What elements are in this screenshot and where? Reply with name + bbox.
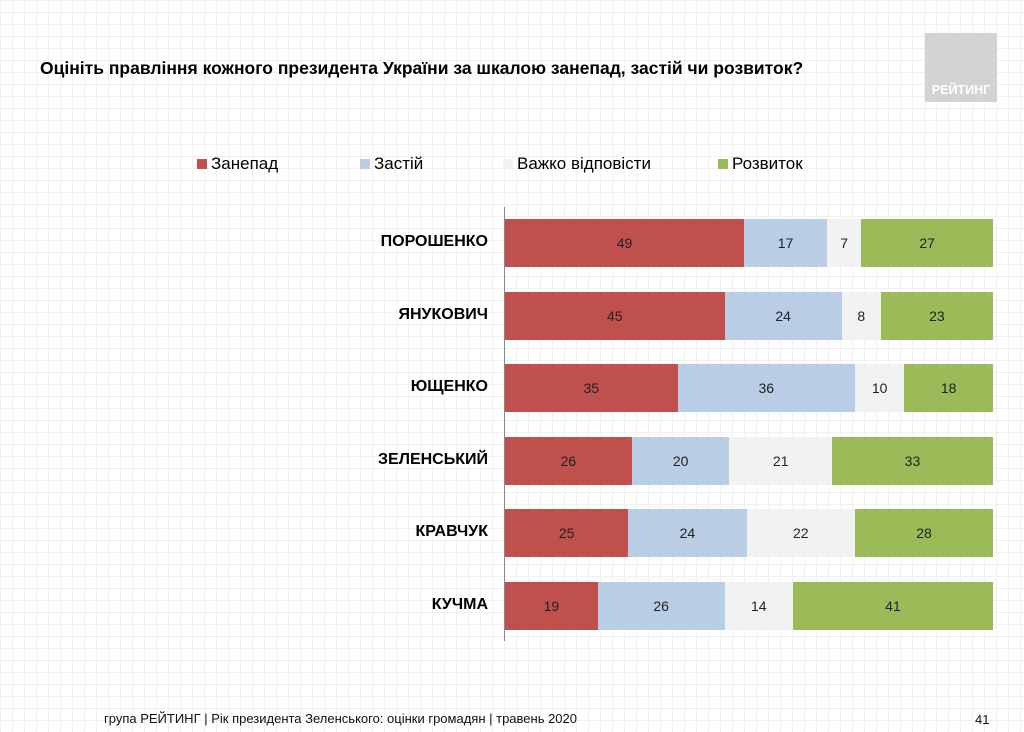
bar-segment: 19 [505, 581, 598, 630]
data-label: 22 [792, 525, 809, 541]
data-label: 18 [940, 380, 957, 396]
data-label: 23 [929, 307, 945, 324]
legend-item: Застій [360, 154, 423, 174]
data-label: 26 [560, 452, 577, 469]
bar-segment: 24 [628, 509, 747, 557]
logo-text: РЕЙТИНГ [931, 83, 991, 97]
rating-logo: РЕЙТИНГ [925, 33, 997, 102]
category-label: ЯНУКОВИЧ [398, 305, 488, 323]
bar-segment: 8 [841, 291, 881, 340]
data-label: 45 [607, 307, 623, 324]
data-label: 27 [919, 235, 935, 251]
page-number: 41 [975, 712, 990, 727]
data-label: 25 [558, 525, 575, 541]
legend-swatch [197, 159, 207, 169]
data-label: 49 [616, 235, 633, 251]
data-label: 14 [750, 597, 767, 614]
bar-segment: 17 [744, 219, 828, 267]
bar-segment: 27 [861, 219, 993, 267]
bar-segment: 18 [904, 364, 993, 412]
legend-item: Занепад [197, 154, 278, 174]
legend-swatch [503, 159, 513, 169]
chart-title: Оцініть правління кожного президента Укр… [40, 58, 804, 78]
bar-segment: 49 [505, 219, 745, 267]
bar-segment: 22 [746, 509, 855, 557]
legend-label: Застій [374, 154, 424, 173]
category-label: КРАВЧУК [415, 523, 489, 540]
data-label: 17 [777, 235, 794, 251]
legend-swatch [360, 159, 370, 169]
bar-segment: 26 [597, 581, 725, 630]
data-label: 20 [672, 452, 689, 469]
legend-label: Розвиток [732, 154, 803, 173]
data-label: 8 [857, 307, 866, 324]
bar-segment: 7 [827, 219, 862, 267]
data-label: 41 [885, 597, 901, 614]
bar-segment: 24 [724, 291, 842, 340]
bar-segment: 26 [505, 436, 632, 485]
bar-segment: 35 [505, 364, 678, 412]
bar-segment: 10 [854, 364, 905, 412]
footer: група РЕЙТИНГ | Рік президента Зеленсько… [104, 711, 578, 726]
data-label: 21 [772, 452, 789, 469]
bar-segment: 41 [792, 581, 993, 630]
bar-segment: 25 [505, 509, 629, 557]
legend-label: Занепад [211, 154, 279, 173]
legend-item: Розвиток [718, 154, 803, 174]
bar-segment: 36 [677, 364, 855, 412]
legend-label: Важко відповісти [517, 154, 651, 173]
legend-item: Важко відповісти [503, 154, 651, 174]
bar-segment: 21 [729, 436, 832, 485]
data-label: 35 [583, 380, 600, 396]
data-label: 26 [653, 597, 669, 614]
data-label: 33 [904, 452, 921, 469]
legend-swatch [718, 159, 728, 169]
category-axis [504, 207, 505, 641]
bar-segment: 33 [831, 436, 993, 485]
bar-segment: 20 [631, 436, 730, 485]
data-label: 7 [840, 235, 849, 251]
bar-segment: 45 [505, 291, 725, 340]
category-label: ЮЩЕНКО [410, 378, 488, 395]
data-label: 28 [916, 525, 932, 541]
category-label: КУЧМА [431, 595, 488, 613]
data-label: 36 [758, 380, 775, 396]
bar-segment: 28 [854, 509, 993, 557]
bar-segment: 14 [724, 581, 793, 630]
category-label: ПОРОШЕНКО [380, 233, 488, 250]
data-label: 24 [679, 525, 696, 541]
data-label: 19 [543, 597, 560, 614]
category-label: ЗЕЛЕНСЬКИЙ [378, 450, 488, 468]
data-label: 10 [871, 380, 888, 396]
bar-segment: 23 [880, 291, 993, 340]
data-label: 24 [775, 307, 791, 324]
